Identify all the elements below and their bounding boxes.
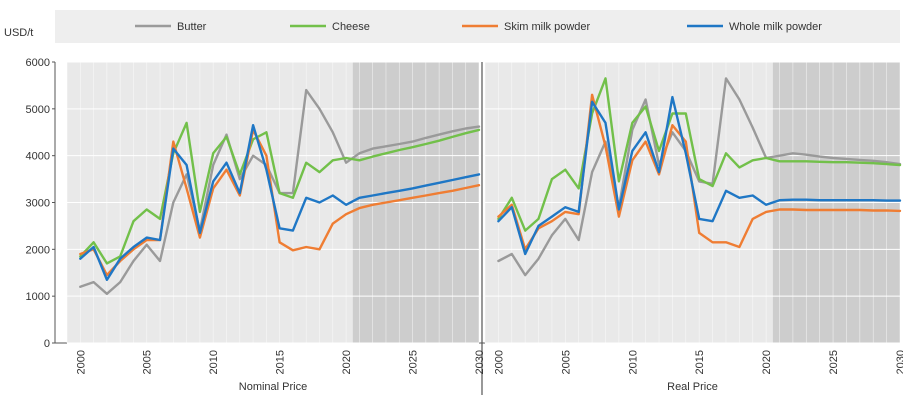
labels: USD/t 0 1000 2000 3000 4000 5000 6000 2000 2005 20… [4, 27, 903, 393]
legend-item-butter: Butter [135, 21, 207, 33]
x-tick-label: 2005 [142, 350, 154, 374]
line-nominal-price-cheese [79, 121, 481, 265]
y-tick-label: 2000 [26, 244, 50, 256]
panel-label-nominal-price: Nominal Price [239, 381, 307, 393]
y-tick-label: 6000 [26, 57, 50, 69]
x-tick-label: 2030 [895, 350, 903, 374]
line-real-price-skim-milk-powder [497, 93, 902, 251]
line-real-price-cheese [497, 77, 902, 232]
x-tick-label: 2000 [493, 350, 505, 374]
x-tick-label: 2020 [761, 350, 773, 374]
legend-label-skim-milk-powder: Skim milk powder [504, 21, 591, 33]
y-tick-label: 5000 [26, 104, 50, 116]
legend-label-cheese: Cheese [332, 21, 370, 33]
x-tick-label: 2015 [275, 350, 287, 374]
legend-label-butter: Butter [177, 21, 207, 33]
x-tick-label: 2005 [560, 350, 572, 374]
x-tick-label: 2020 [341, 350, 353, 374]
y-tick-label: 4000 [26, 151, 50, 163]
series-lines [79, 77, 902, 295]
line-nominal-price-whole-milk-powder [79, 123, 481, 281]
legend-item-skim-milk-powder: Skim milk powder [462, 21, 591, 33]
panel-label-real-price: Real Price [667, 381, 718, 393]
x-tick-label: 2025 [408, 350, 420, 374]
x-tick-label: 2010 [208, 350, 220, 374]
x-tick-label: 2010 [627, 350, 639, 374]
x-tick-label: 2015 [694, 350, 706, 374]
legend-item-cheese: Cheese [290, 21, 370, 33]
legend-item-whole-milk-powder: Whole milk powder [687, 21, 822, 33]
y-tick-label: 3000 [26, 198, 50, 210]
x-tick-label: 2025 [828, 350, 840, 374]
line-nominal-price-skim-milk-powder [79, 128, 481, 277]
x-tick-label: 2000 [75, 350, 87, 374]
y-tick-label: 0 [44, 338, 50, 350]
legend-label-whole-milk-powder: Whole milk powder [729, 21, 822, 33]
line-real-price-butter [497, 77, 902, 277]
y-tick-label: 1000 [26, 291, 50, 303]
x-tick-label: 2030 [474, 350, 486, 374]
line-real-price-whole-milk-powder [497, 95, 902, 256]
legend: Butter Cheese Skim milk powder Whole milk p… [55, 10, 900, 43]
y-axis-label: USD/t [4, 27, 33, 39]
